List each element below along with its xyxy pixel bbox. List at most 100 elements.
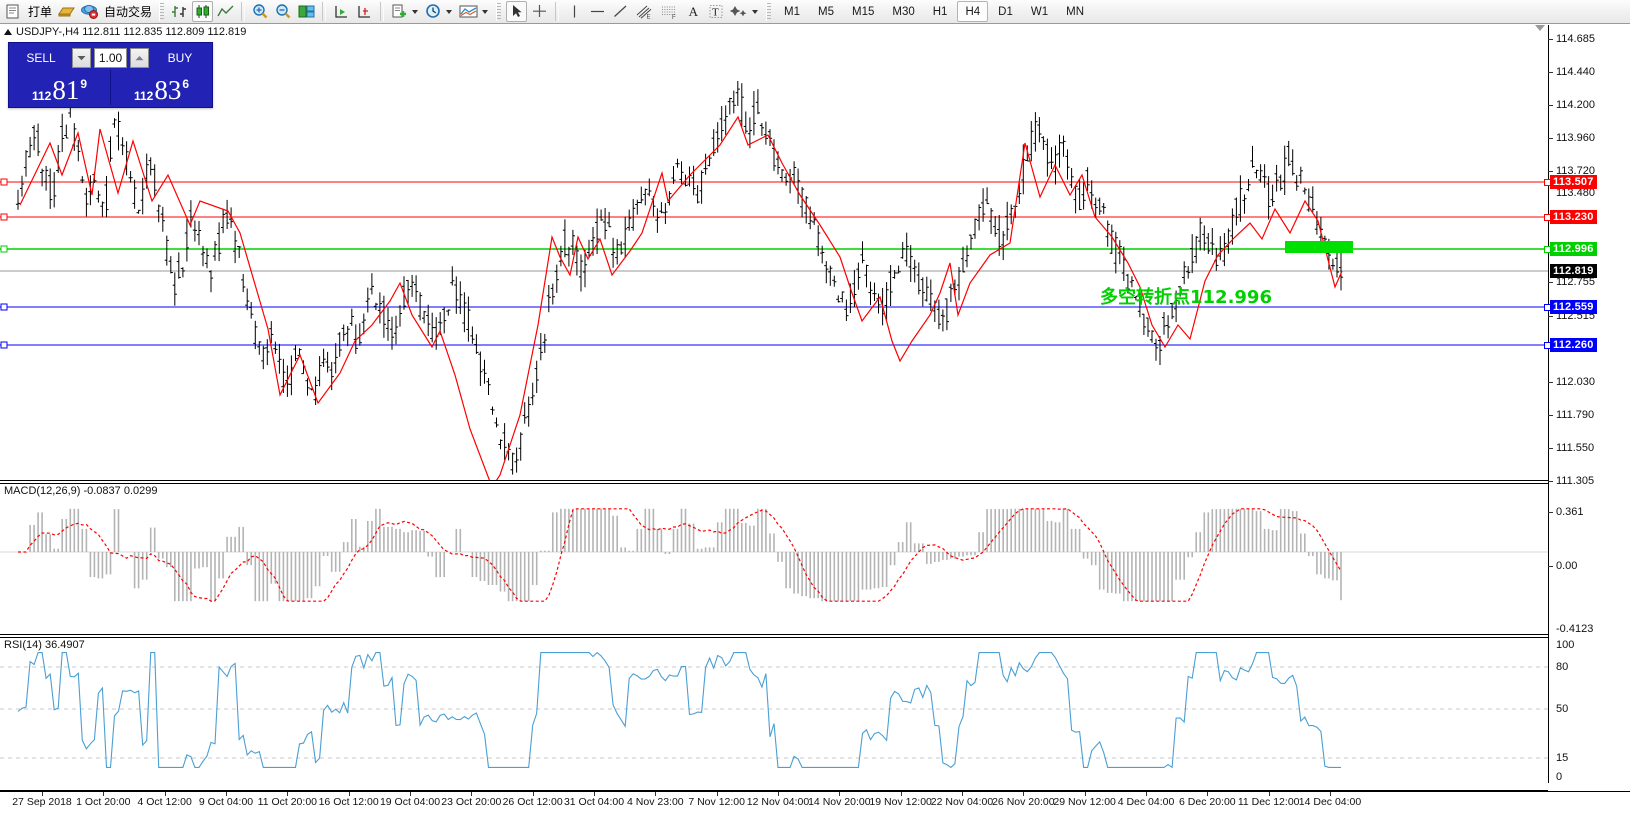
timeframe-m15[interactable]: M15: [852, 5, 875, 18]
time-label: 26 Oct 12:00: [502, 796, 563, 808]
arrow-cursor-icon[interactable]: [506, 1, 528, 22]
trade-panel-divider: [110, 70, 111, 105]
shapes-icon[interactable]: [729, 1, 750, 22]
rsi-pane[interactable]: [0, 638, 1548, 790]
price-scale[interactable]: 114.685 114.440 114.200 113.960 113.720 …: [1544, 25, 1630, 813]
text-A-icon[interactable]: A: [683, 1, 704, 22]
candlestick-series: [15, 81, 1344, 475]
time-label: 16 Oct 12:00: [318, 796, 379, 808]
tile-windows-icon[interactable]: [296, 1, 317, 22]
crosshair-icon[interactable]: [529, 1, 550, 22]
macd-pane[interactable]: [0, 484, 1548, 634]
time-tick: [164, 792, 166, 796]
templates-dropdown-caret[interactable]: [482, 9, 489, 14]
sell-price-display[interactable]: 112 81 9: [11, 70, 108, 105]
toolbar-separator-1: [241, 2, 246, 21]
price-label-3: 113.960: [1556, 132, 1595, 144]
price-label-9: 111.790: [1556, 409, 1595, 421]
turning-point-annotation: 多空转折点112.996: [1100, 287, 1272, 308]
time-label: 1 Oct 20:00: [76, 796, 131, 808]
time-tick: [1330, 792, 1331, 796]
periods-dropdown-caret[interactable]: [446, 9, 453, 14]
volume-increase-button[interactable]: [130, 47, 149, 68]
chart-window[interactable]: USDJPY-,H4 112.811 112.835 112.809 112.8…: [0, 25, 1630, 813]
time-tick: [1207, 792, 1209, 796]
time-axis[interactable]: 27 Sep 2018 1 Oct 20:00 4 Oct 12:00 9 Oct 0…: [0, 791, 1630, 813]
price-pane[interactable]: [0, 25, 1548, 480]
time-label: 4 Nov 23:00: [627, 796, 684, 808]
time-tick: [594, 792, 595, 796]
macd-pane-top-border: [0, 480, 1548, 481]
svg-text:F: F: [672, 15, 676, 20]
indicator-add-icon[interactable]: [389, 1, 410, 22]
timeframe-d1[interactable]: D1: [998, 5, 1013, 18]
buy-price-display[interactable]: 112 83 6: [113, 70, 210, 105]
toolbar-grip-1[interactable]: [159, 2, 165, 21]
zoom-in-icon[interactable]: [250, 1, 271, 22]
time-tick: [410, 792, 411, 796]
buy-button[interactable]: BUY: [151, 47, 208, 68]
time-label: 27 Sep 2018: [12, 796, 72, 808]
vertical-line-icon[interactable]: [564, 1, 585, 22]
chart-shift-icon[interactable]: [354, 1, 375, 22]
template-icon[interactable]: [457, 1, 480, 22]
trendline-icon[interactable]: [610, 1, 631, 22]
level-badge-113230[interactable]: 113.230: [1550, 210, 1597, 224]
time-label: 4 Dec 04:00: [1117, 796, 1175, 808]
autotrade-icon[interactable]: [79, 1, 100, 22]
level-badge-112260[interactable]: 112.260: [1550, 338, 1597, 352]
time-label: 6 Dec 20:00: [1179, 796, 1236, 808]
price-label-2: 114.200: [1556, 99, 1595, 111]
chart-symbol-bar: USDJPY-,H4 112.811 112.835 112.809 112.8…: [2, 25, 246, 39]
indicators-dropdown-caret[interactable]: [412, 9, 419, 14]
timeframe-h4[interactable]: H4: [957, 1, 989, 22]
sell-button[interactable]: SELL: [13, 47, 69, 68]
rsi-scale-0: 100: [1556, 639, 1575, 651]
shapes-dropdown-caret[interactable]: [752, 9, 759, 14]
time-tick: [226, 792, 227, 796]
price-label-8: 112.030: [1556, 376, 1595, 388]
level-badge-113507[interactable]: 113.507: [1550, 175, 1597, 189]
timeframe-mn[interactable]: MN: [1066, 5, 1084, 18]
volume-decrease-button[interactable]: [72, 47, 91, 68]
toolbar-grip-2[interactable]: [496, 2, 502, 21]
timeframe-w1[interactable]: W1: [1030, 5, 1049, 18]
time-label: 14 Nov 20:00: [808, 796, 871, 808]
price-label-4: 113.720: [1556, 165, 1595, 177]
trade-panel-controls: SELL 1.00 BUY: [9, 43, 212, 69]
level-badge-112559[interactable]: 112.559: [1550, 300, 1597, 314]
fibonacci-icon[interactable]: F: [658, 1, 681, 22]
channel-icon[interactable]: E: [633, 1, 656, 22]
timeframe-m30[interactable]: M30: [892, 5, 915, 18]
macd-label: MACD(12,26,9) -0.0837 0.0299: [4, 485, 158, 497]
horizontal-line-icon[interactable]: [587, 1, 608, 22]
svg-text:T: T: [712, 7, 719, 19]
volume-input[interactable]: 1.00: [93, 47, 128, 68]
timeframe-h1[interactable]: H1: [932, 5, 948, 18]
auto-scroll-icon[interactable]: [331, 1, 352, 22]
zoom-out-icon[interactable]: [273, 1, 294, 22]
candlestick-icon[interactable]: [192, 1, 214, 22]
time-tick: [532, 792, 534, 796]
one-click-trading-panel[interactable]: SELL 1.00 BUY 112 81 9 112: [8, 42, 213, 108]
chart-scroll-marker[interactable]: [1535, 25, 1545, 31]
bar-chart-icon[interactable]: [169, 1, 190, 22]
toolbar-separator-2: [322, 2, 327, 21]
gold-bar-icon[interactable]: [56, 1, 77, 22]
line-chart-icon[interactable]: [215, 1, 236, 22]
clock-icon[interactable]: [423, 1, 444, 22]
timeframe-m1[interactable]: M1: [784, 5, 801, 18]
price-label-1: 114.440: [1556, 66, 1595, 78]
new-order-button[interactable]: [3, 1, 24, 22]
buy-price-point: 6: [182, 77, 190, 91]
text-label-icon[interactable]: T: [706, 1, 727, 22]
price-label-5: 113.480: [1556, 187, 1595, 199]
timeframe-m5[interactable]: M5: [818, 5, 834, 18]
time-label: 11 Oct 20:00: [257, 796, 318, 808]
current-price-badge: 112.819: [1550, 264, 1597, 278]
time-tick: [716, 792, 718, 796]
collapse-triangle-icon[interactable]: [4, 29, 12, 35]
rsi-pane-bottom-border: [0, 790, 1548, 791]
toolbar-grip-3[interactable]: [766, 2, 772, 21]
level-badge-112996[interactable]: 112.996: [1550, 242, 1597, 256]
